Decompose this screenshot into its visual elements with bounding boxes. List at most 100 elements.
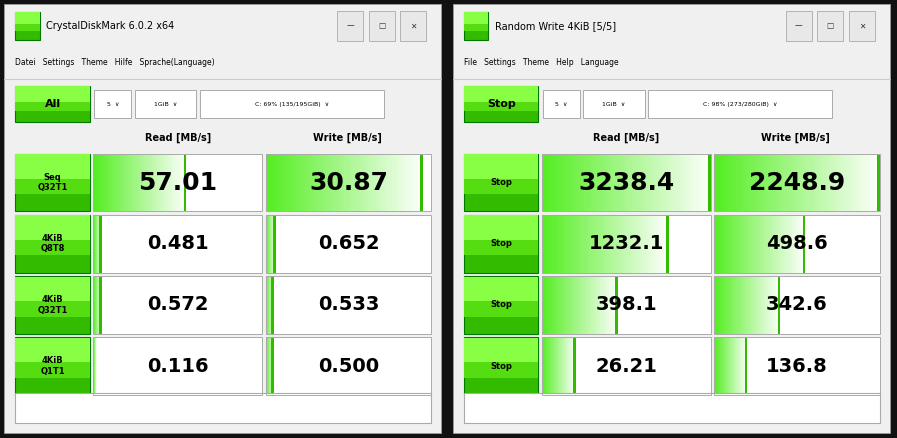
Bar xyxy=(550,276,551,334)
Text: CrystalDiskMark 6.0.2 x64: CrystalDiskMark 6.0.2 x64 xyxy=(46,21,174,31)
Bar xyxy=(110,154,112,212)
Bar xyxy=(400,11,426,41)
Bar xyxy=(799,215,801,272)
Bar xyxy=(15,215,90,241)
Bar xyxy=(300,154,302,212)
Bar xyxy=(632,154,635,212)
Bar xyxy=(779,215,781,272)
Bar xyxy=(93,276,262,334)
Bar xyxy=(779,276,780,334)
Bar xyxy=(161,154,163,212)
Bar xyxy=(786,11,812,41)
Bar xyxy=(573,337,576,395)
Bar xyxy=(138,154,140,212)
Bar xyxy=(543,276,544,334)
Bar xyxy=(464,179,538,194)
Bar xyxy=(362,154,365,212)
Bar xyxy=(793,215,795,272)
Bar xyxy=(570,276,571,334)
Bar xyxy=(542,337,710,395)
Text: 3238.4: 3238.4 xyxy=(579,171,675,194)
Bar xyxy=(100,215,101,272)
Bar xyxy=(849,11,875,41)
Bar xyxy=(728,215,729,272)
Bar xyxy=(654,215,656,272)
Bar xyxy=(579,154,581,212)
Bar xyxy=(410,154,413,212)
Text: 1GiB  ∨: 1GiB ∨ xyxy=(603,102,626,107)
Bar xyxy=(781,215,782,272)
Bar xyxy=(297,154,300,212)
Bar xyxy=(844,154,847,212)
Bar xyxy=(760,276,761,334)
Bar xyxy=(607,215,609,272)
Bar xyxy=(866,154,869,212)
Bar xyxy=(697,154,700,212)
Bar xyxy=(15,154,90,180)
Bar xyxy=(464,393,880,423)
Bar xyxy=(629,215,631,272)
Bar xyxy=(748,215,749,272)
Bar xyxy=(104,154,106,212)
Bar xyxy=(342,154,344,212)
Bar xyxy=(685,154,688,212)
Bar xyxy=(638,154,640,212)
Bar xyxy=(639,215,641,272)
Bar xyxy=(632,215,635,272)
Text: —: — xyxy=(346,21,354,30)
Bar xyxy=(752,276,753,334)
Bar xyxy=(808,154,811,212)
Bar xyxy=(872,154,875,212)
Bar xyxy=(464,215,538,241)
Bar xyxy=(294,154,297,212)
Bar xyxy=(15,362,90,378)
Bar xyxy=(601,154,604,212)
Bar xyxy=(15,215,90,272)
Bar xyxy=(595,215,597,272)
Bar xyxy=(464,12,488,25)
Bar xyxy=(791,154,794,212)
Bar xyxy=(135,154,136,212)
Bar xyxy=(274,154,276,212)
Bar xyxy=(172,154,174,212)
Bar xyxy=(93,337,262,395)
Bar xyxy=(545,276,547,334)
Bar xyxy=(824,154,827,212)
Bar xyxy=(542,154,710,212)
Bar xyxy=(603,276,604,334)
Bar xyxy=(464,215,538,272)
Bar xyxy=(606,154,609,212)
Bar xyxy=(623,154,626,212)
Bar xyxy=(464,337,538,395)
Bar xyxy=(302,154,305,212)
Bar xyxy=(582,276,584,334)
Bar xyxy=(769,215,771,272)
Bar xyxy=(144,154,146,212)
Bar xyxy=(177,154,179,212)
Bar xyxy=(112,154,114,212)
Bar xyxy=(127,154,129,212)
Bar xyxy=(132,154,134,212)
Bar xyxy=(272,337,274,395)
Bar xyxy=(563,276,564,334)
Bar xyxy=(544,154,547,212)
Bar xyxy=(550,154,553,212)
Bar xyxy=(421,154,423,212)
Bar xyxy=(570,154,573,212)
Bar xyxy=(572,276,573,334)
Bar xyxy=(729,215,731,272)
Bar xyxy=(384,154,387,212)
Bar xyxy=(387,154,389,212)
Bar xyxy=(542,276,710,334)
Bar xyxy=(714,215,716,272)
Bar xyxy=(373,154,376,212)
Bar xyxy=(635,215,637,272)
Bar xyxy=(587,154,589,212)
Text: Datei   Settings   Theme   Hilfe   Sprache(Language): Datei Settings Theme Hilfe Sprache(Langu… xyxy=(15,58,215,67)
Bar xyxy=(579,215,582,272)
Bar xyxy=(389,154,392,212)
Bar xyxy=(464,362,538,378)
Bar xyxy=(176,154,177,212)
Bar xyxy=(576,154,579,212)
Bar xyxy=(742,276,743,334)
